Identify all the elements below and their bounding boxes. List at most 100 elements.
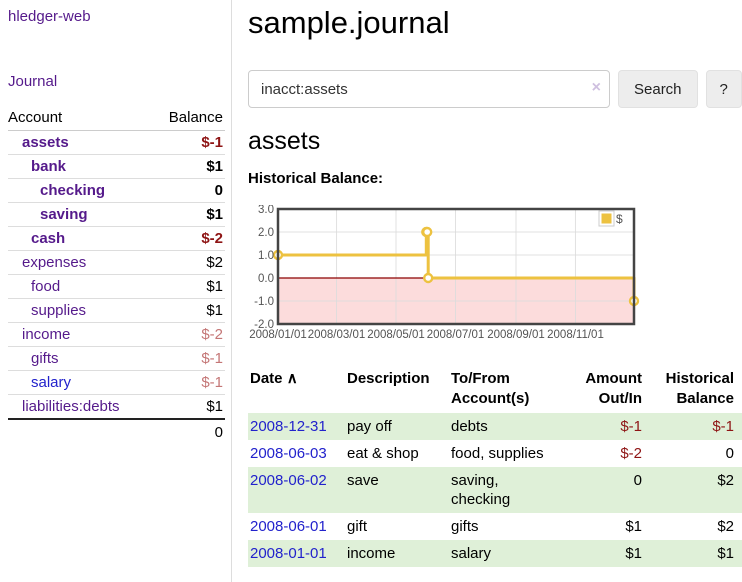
register-row[interactable]: 2008-12-31 pay off debts $-1 $-1: [248, 413, 742, 440]
transaction-balance: $1: [717, 545, 734, 562]
account-row: supplies $1: [8, 298, 225, 323]
transaction-date-link[interactable]: 2008-06-01: [250, 518, 327, 535]
account-row: income $-2: [8, 322, 225, 347]
accounts-header-row: Account Balance: [8, 105, 225, 131]
account-balance: $1: [153, 202, 225, 227]
sidebar-item-journal[interactable]: Journal: [8, 73, 58, 90]
account-balance: $-2: [153, 322, 225, 347]
transaction-balance: 0: [725, 445, 734, 462]
account-link-food[interactable]: food: [31, 278, 61, 295]
y-tick-label: 0.0: [258, 273, 274, 285]
x-tick-label: 2008/07/01: [427, 329, 485, 341]
account-heading: assets: [248, 127, 321, 155]
account-row: saving $1: [8, 202, 225, 227]
account-row: salary $-1: [8, 370, 225, 395]
historical-balance-chart[interactable]: $3.0 2.0 1.0 0.0 -1.0 -2.0 2008/01/01 2008/03/0…: [248, 205, 742, 345]
account-balance: $1: [153, 274, 225, 299]
account-link-assets[interactable]: assets: [22, 134, 69, 151]
register-header-balance: Historical Balance: [665, 370, 734, 407]
transaction-balance: $-1: [712, 418, 734, 435]
account-balance: 0: [153, 178, 225, 203]
register-header-date[interactable]: Date ∧: [250, 370, 298, 387]
transaction-date-link[interactable]: 2008-06-02: [250, 472, 327, 489]
register-header-description: Description: [347, 370, 430, 387]
transaction-accounts: debts: [451, 418, 488, 435]
transaction-date-link[interactable]: 2008-12-31: [250, 418, 327, 435]
account-row: expenses $2: [8, 250, 225, 275]
data-point-marker: [421, 226, 433, 238]
help-button[interactable]: ?: [705, 70, 742, 108]
x-tick-label: 2008/09/01: [487, 329, 545, 341]
account-link-salary[interactable]: salary: [31, 374, 72, 391]
account-balance: $-1: [153, 346, 225, 371]
transaction-amount: $-2: [620, 445, 642, 462]
account-balance: $2: [153, 250, 225, 275]
app-title-link[interactable]: hledger-web: [8, 8, 91, 25]
y-tick-label: -1.0: [254, 296, 274, 308]
transaction-balance: $2: [717, 518, 734, 535]
plot-border: [276, 207, 636, 326]
account-link-checking[interactable]: checking: [40, 182, 106, 199]
accounts-header-balance: Balance: [153, 105, 225, 131]
transaction-description: save: [347, 472, 379, 489]
transaction-amount: 0: [633, 472, 642, 489]
account-row: checking 0: [8, 178, 225, 203]
sidebar-nav: Journal: [8, 73, 225, 91]
data-point-marker: [422, 272, 434, 284]
account-link-cash[interactable]: cash: [31, 230, 66, 247]
account-row: food $1: [8, 274, 225, 299]
account-link-gifts[interactable]: gifts: [31, 350, 59, 367]
clear-search-icon[interactable]: ×: [591, 79, 601, 96]
transaction-description: income: [347, 545, 396, 562]
register-row[interactable]: 2008-06-03 eat & shop food, supplies $-2…: [248, 440, 742, 467]
y-tick-label: 1.0: [258, 250, 274, 262]
account-row: gifts $-1: [8, 346, 225, 371]
account-link-saving[interactable]: saving: [40, 206, 88, 223]
y-tick-label: 2.0: [258, 227, 274, 239]
account-balance: $-2: [153, 226, 225, 251]
legend-label: $: [616, 212, 623, 226]
chart-heading: Historical Balance:: [248, 170, 384, 187]
account-link-supplies[interactable]: supplies: [31, 302, 87, 319]
legend-swatch: [601, 213, 612, 224]
search-input[interactable]: [248, 70, 610, 108]
account-row: bank $1: [8, 154, 225, 179]
transaction-accounts: salary: [451, 545, 492, 562]
x-tick-label: 2008/03/01: [308, 329, 366, 341]
account-link-expenses[interactable]: expenses: [22, 254, 87, 271]
register-table: Date ∧ Description To/From Account(s) Am…: [248, 365, 742, 567]
transaction-date-link[interactable]: 2008-06-03: [250, 445, 327, 462]
account-link-liabilities-debts[interactable]: liabilities:debts: [22, 398, 120, 415]
x-tick-label: 2008/01/01: [249, 329, 307, 341]
register-row[interactable]: 2008-06-01 gift gifts $1 $2: [248, 513, 742, 540]
register-row[interactable]: 2008-06-02 save saving, checking 0 $2: [248, 467, 742, 513]
account-balance: $-1: [153, 130, 225, 155]
sort-ascending-icon: ∧: [286, 370, 298, 387]
app-title: hledger-web: [8, 8, 225, 26]
register-header-amount: Amount Out/In: [585, 370, 642, 407]
y-tick-label: -2.0: [254, 319, 274, 331]
spacer: [8, 418, 154, 445]
register-row[interactable]: 2008-01-01 income salary $1 $1: [248, 540, 742, 567]
transaction-amount: $-1: [620, 418, 642, 435]
account-row: assets $-1: [8, 130, 225, 155]
account-balance: $-1: [153, 370, 225, 395]
y-tick-label: 3.0: [258, 205, 274, 216]
transaction-description: eat & shop: [347, 445, 419, 462]
account-link-bank[interactable]: bank: [31, 158, 67, 175]
search-button[interactable]: Search: [618, 70, 698, 108]
account-row: liabilities:debts $1: [8, 394, 225, 419]
transaction-date-link[interactable]: 2008-01-01: [250, 545, 327, 562]
transaction-accounts: food, supplies: [451, 445, 544, 462]
search-box: ×: [248, 70, 610, 108]
transaction-description: pay off: [347, 418, 392, 435]
page-title: sample.journal: [248, 5, 450, 40]
accounts-header-account: Account: [8, 105, 154, 131]
x-tick-label: 2008/05/01: [367, 329, 425, 341]
account-balance: $1: [153, 394, 225, 419]
account-balance: $1: [153, 154, 225, 179]
sidebar: hledger-web Journal Account Balance asse…: [0, 0, 232, 582]
account-link-income[interactable]: income: [22, 326, 71, 343]
register-header-row: Date ∧ Description To/From Account(s) Am…: [248, 365, 742, 413]
accounts-total-balance: 0: [153, 418, 225, 445]
